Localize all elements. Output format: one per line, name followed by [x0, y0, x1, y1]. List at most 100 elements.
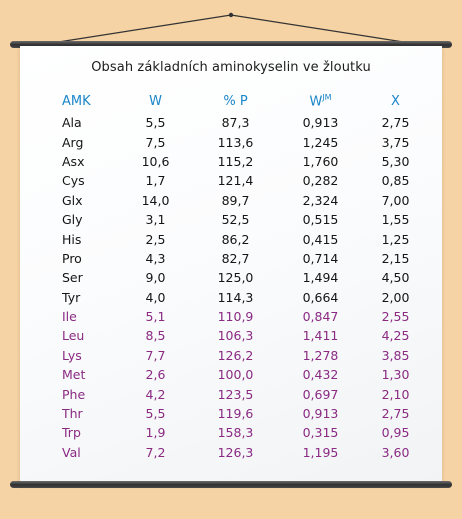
cell-x: 2,75 [381, 406, 410, 422]
top-rod [10, 41, 452, 48]
table-row: Ala 5,5 87,3 0,913 2,75 [40, 113, 428, 132]
cell-wjm: 0,664 [302, 289, 339, 305]
cell-amk: Ala [62, 115, 82, 131]
cell-wjm: 0,913 [302, 115, 339, 131]
cell-wjm: 0,714 [302, 250, 339, 266]
cell-p: 100,0 [217, 367, 254, 383]
header-wjm-sup: JM [322, 93, 332, 103]
amino-acid-table: AMK W % P WJM X Ala 5,5 87,3 0,913 2,75 Arg 7,… [40, 90, 428, 462]
cell-w: 4,3 [145, 250, 166, 266]
table-row: Thr 5,5 119,6 0,913 2,75 [40, 404, 428, 423]
header-p: % P [223, 94, 248, 109]
cell-x: 2,10 [381, 386, 410, 402]
cell-amk: Met [62, 367, 86, 383]
cell-p: 106,3 [217, 328, 254, 344]
table-row: His 2,5 86,2 0,415 1,25 [40, 229, 428, 248]
cell-wjm: 1,411 [302, 328, 339, 344]
cell-wjm: 1,494 [302, 270, 339, 286]
header-wjm-base: W [309, 94, 323, 110]
cell-x: 2,15 [381, 250, 410, 266]
header-x: X [391, 94, 400, 109]
cell-x: 4,50 [381, 270, 410, 286]
cell-amk: Leu [62, 328, 85, 344]
cell-w: 2,6 [145, 367, 166, 383]
cell-w: 8,5 [145, 328, 166, 344]
cell-wjm: 0,697 [302, 386, 339, 402]
cell-w: 4,2 [145, 386, 166, 402]
cell-p: 82,7 [221, 250, 250, 266]
cell-amk: Gly [62, 212, 83, 228]
cell-p: 52,5 [221, 212, 250, 228]
cell-x: 2,75 [381, 115, 410, 131]
cell-amk: Thr [62, 406, 83, 422]
table-row: Lys 7,7 126,2 1,278 3,85 [40, 346, 428, 365]
table-row: Pro 4,3 82,7 0,714 2,15 [40, 249, 428, 268]
cell-x: 4,25 [381, 328, 410, 344]
cell-p: 113,6 [217, 134, 254, 150]
cell-wjm: 1,245 [302, 134, 339, 150]
table-row: Arg 7,5 113,6 1,245 3,75 [40, 132, 428, 151]
cell-p: 89,7 [221, 192, 250, 208]
cell-w: 7,5 [145, 134, 166, 150]
cell-wjm: 0,282 [302, 173, 339, 189]
table-row: Leu 8,5 106,3 1,411 4,25 [40, 326, 428, 345]
hanging-string [51, 12, 411, 44]
cell-p: 87,3 [221, 115, 250, 131]
cell-x: 3,60 [381, 444, 410, 460]
table-row: Ser 9,0 125,0 1,494 4,50 [40, 268, 428, 287]
cell-amk: Lys [62, 347, 82, 363]
cell-p: 158,3 [217, 425, 254, 441]
cell-w: 1,9 [145, 425, 166, 441]
table-row: Phe 4,2 123,5 0,697 2,10 [40, 384, 428, 403]
cell-amk: Ser [62, 270, 83, 286]
table-row: Tyr 4,0 114,3 0,664 2,00 [40, 288, 428, 307]
cell-amk: Glx [62, 192, 83, 208]
cell-w: 10,6 [141, 153, 170, 169]
header-wjm: WJM [278, 90, 363, 113]
cell-p: 121,4 [217, 173, 254, 189]
cell-wjm: 0,515 [302, 212, 339, 228]
cell-wjm: 2,324 [302, 192, 339, 208]
cell-p: 126,2 [217, 347, 254, 363]
cell-w: 5,5 [145, 406, 166, 422]
cell-wjm: 0,847 [302, 309, 339, 325]
cell-x: 3,75 [381, 134, 410, 150]
cell-wjm: 0,415 [302, 231, 339, 247]
table-row: Asx 10,6 115,2 1,760 5,30 [40, 152, 428, 171]
cell-amk: Val [62, 444, 81, 460]
cell-wjm: 1,195 [302, 444, 339, 460]
cell-amk: Pro [62, 250, 82, 266]
cell-amk: His [62, 231, 82, 247]
poster-sheet [20, 46, 442, 484]
cell-w: 3,1 [145, 212, 166, 228]
cell-p: 119,6 [217, 406, 254, 422]
cell-w: 4,0 [145, 289, 166, 305]
poster-title: Obsah základních aminokyselin ve žloutku [91, 60, 371, 75]
cell-wjm: 1,760 [302, 153, 339, 169]
cell-x: 1,55 [381, 212, 410, 228]
cell-amk: Trp [62, 425, 81, 441]
cell-w: 9,0 [145, 270, 166, 286]
cell-w: 14,0 [141, 192, 170, 208]
cell-w: 7,2 [145, 444, 166, 460]
cell-x: 0,85 [381, 173, 410, 189]
cell-p: 110,9 [217, 309, 254, 325]
cell-amk: Phe [62, 386, 86, 402]
bottom-rod [10, 481, 452, 488]
cell-amk: Asx [62, 153, 85, 169]
cell-x: 1,30 [381, 367, 410, 383]
cell-p: 126,3 [217, 444, 254, 460]
cell-wjm: 1,278 [302, 347, 339, 363]
cell-x: 3,85 [381, 347, 410, 363]
cell-amk: Arg [62, 134, 84, 150]
cell-x: 7,00 [381, 192, 410, 208]
cell-w: 7,7 [145, 347, 166, 363]
cell-wjm: 0,432 [302, 367, 339, 383]
cell-p: 115,2 [217, 153, 254, 169]
cell-wjm: 0,315 [302, 425, 339, 441]
cell-x: 1,25 [381, 231, 410, 247]
cell-w: 1,7 [145, 173, 166, 189]
cell-x: 2,55 [381, 309, 410, 325]
table-row: Trp 1,9 158,3 0,315 0,95 [40, 423, 428, 442]
table-row: Glx 14,0 89,7 2,324 7,00 [40, 191, 428, 210]
